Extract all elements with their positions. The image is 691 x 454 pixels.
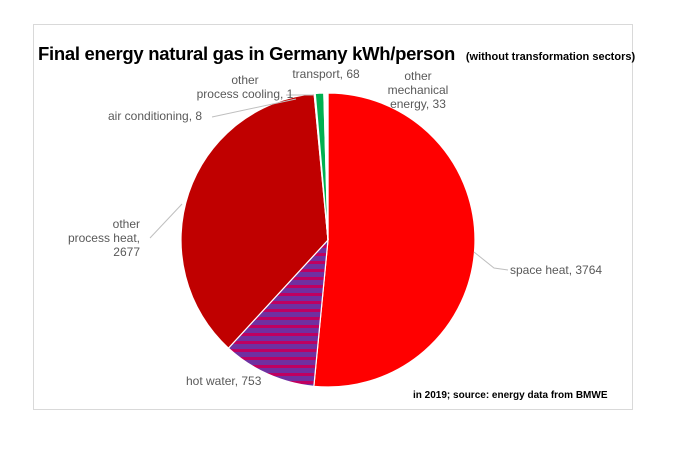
leader-lines xyxy=(149,94,509,271)
slice-label-other-process-heat: other process heat, 2677 xyxy=(68,217,140,259)
pie-slice-hot-water xyxy=(227,238,329,387)
pie-slice-other-mechanical-energy xyxy=(323,92,329,241)
slice-labels: space heat, 3764 hot water, 753 other proce… xyxy=(68,67,602,388)
chart-title: Final energy natural gas in Germany kWh/… xyxy=(38,31,635,68)
slice-label-hot-water: hot water, 753 xyxy=(186,374,262,388)
slice-label-other-process-cooling: other process cooling, 1 xyxy=(197,73,294,101)
chart-title-main: Final energy natural gas in Germany kWh/… xyxy=(38,43,455,64)
chart-subtitle: (without transformation sectors) xyxy=(465,51,636,63)
leader-line-other-process-heat xyxy=(149,203,183,239)
source-note: in 2019; source: energy data from BMWE xyxy=(413,390,608,401)
slice-label-space-heat: space heat, 3764 xyxy=(510,263,602,277)
slice-label-transport: transport, 68 xyxy=(292,67,360,81)
slice-label-other-mechanical-energy: other mechanical energy, 33 xyxy=(388,69,449,111)
leader-line-air-conditioning xyxy=(211,98,297,118)
slice-label-air-conditioning: air conditioning, 8 xyxy=(108,109,202,123)
leader-line-space-heat xyxy=(473,251,509,271)
pie-slices xyxy=(180,92,476,388)
pie-slice-space-heat xyxy=(313,92,476,388)
